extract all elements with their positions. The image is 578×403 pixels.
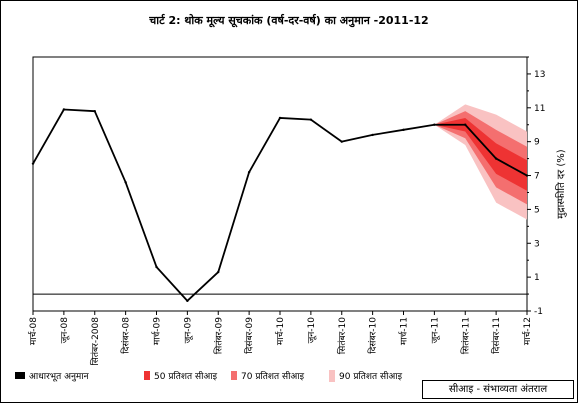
legend-item-ci50: 50 प्रतिशत सीआइ xyxy=(144,369,217,382)
x-tick-label: जून-10 xyxy=(307,317,317,344)
legend-label-ci70: 70 प्रतिशत सीआइ xyxy=(241,372,305,382)
data-point xyxy=(433,123,436,126)
x-tick-label: जून-08 xyxy=(60,317,70,344)
y-tick-label: 11 xyxy=(534,104,545,114)
ci-note: सीआइ - संभाव्यता अंतराल xyxy=(422,380,574,399)
x-tick-label: सितंबर-09 xyxy=(212,317,224,354)
data-point xyxy=(402,128,405,132)
data-point xyxy=(62,108,66,111)
legend-swatch-ci90 xyxy=(329,369,335,382)
y-tick-label: 13 xyxy=(534,70,545,80)
legend-swatch-ci50 xyxy=(144,371,150,380)
series-layer xyxy=(31,108,529,303)
legend-swatch-ci70 xyxy=(231,371,237,380)
data-point xyxy=(31,162,35,165)
x-tick-label: मार्च-10 xyxy=(274,317,286,345)
data-point xyxy=(464,123,467,126)
chart-title: चार्ट 2: थोक मूल्य सूचकांक (वर्ष-दर-वर्ष… xyxy=(149,14,429,27)
y-tick-label: 1 xyxy=(534,273,540,283)
data-point xyxy=(309,118,313,121)
x-tick-label: मार्च-08 xyxy=(27,317,39,345)
x-tick-label: दिसंबर-11 xyxy=(490,317,502,354)
fan-band-ci70 xyxy=(434,111,527,205)
legend-label-ci50: 50 प्रतिशत सीआइ xyxy=(154,372,218,382)
x-tick-label: मार्च-09 xyxy=(151,317,163,345)
legend-swatch-baseline xyxy=(15,372,25,379)
x-tick-label: मार्च-12 xyxy=(521,317,533,345)
x-tick-label: मार्च-11 xyxy=(398,317,410,345)
data-point xyxy=(371,133,374,137)
data-point xyxy=(278,116,282,120)
x-tick-label: सितंबर-10 xyxy=(336,317,348,354)
data-point xyxy=(124,181,127,184)
legend-item-baseline: आधारभूत अनुमान xyxy=(15,369,89,382)
data-point xyxy=(217,270,220,274)
series-line-baseline xyxy=(32,108,528,302)
legend-item-ci90: 90 प्रतिशत सीआइ xyxy=(329,369,402,382)
data-point xyxy=(155,265,158,269)
x-tick-label: दिसंबर-09 xyxy=(243,317,255,354)
y-tick-label: 3 xyxy=(534,239,540,249)
legend: आधारभूत अनुमान 50 प्रतिशत सीआइ 70 प्रतिश… xyxy=(1,365,577,385)
fan-layer xyxy=(434,104,527,220)
y-tick-label: 5 xyxy=(534,205,540,215)
data-point xyxy=(494,157,498,160)
legend-item-ci70: 70 प्रतिशत सीआइ xyxy=(231,369,304,382)
y-tick-label: 7 xyxy=(534,172,540,182)
data-point xyxy=(186,299,189,303)
fan-band-ci50 xyxy=(434,117,527,191)
legend-label-ci90: 90 प्रतिशत सीआइ xyxy=(339,372,403,382)
x-tick-label: दिसंबर-08 xyxy=(120,317,132,354)
y-tick-label: 9 xyxy=(534,138,540,148)
x-tick-label: सितंबर-2008 xyxy=(89,317,101,365)
data-point xyxy=(247,170,251,174)
y-tick-label: -1 xyxy=(534,307,543,317)
x-tick-label: जून-09 xyxy=(183,317,193,344)
legend-label-baseline: आधारभूत अनुमान xyxy=(29,372,89,382)
x-tick-label: दिसंबर-10 xyxy=(367,317,379,354)
y-axis-title: मुद्रास्फीति दर (%) xyxy=(555,149,567,219)
x-tick-label: जून-11 xyxy=(430,317,440,343)
plot-area xyxy=(32,56,528,312)
data-point xyxy=(93,109,96,113)
data-point xyxy=(340,140,343,143)
x-axis: मार्च-08 जून-08 सितंबर-2008 दिसंबर-08 मार्च-… xyxy=(27,311,533,365)
x-tick-label: सितंबर-11 xyxy=(459,317,471,354)
